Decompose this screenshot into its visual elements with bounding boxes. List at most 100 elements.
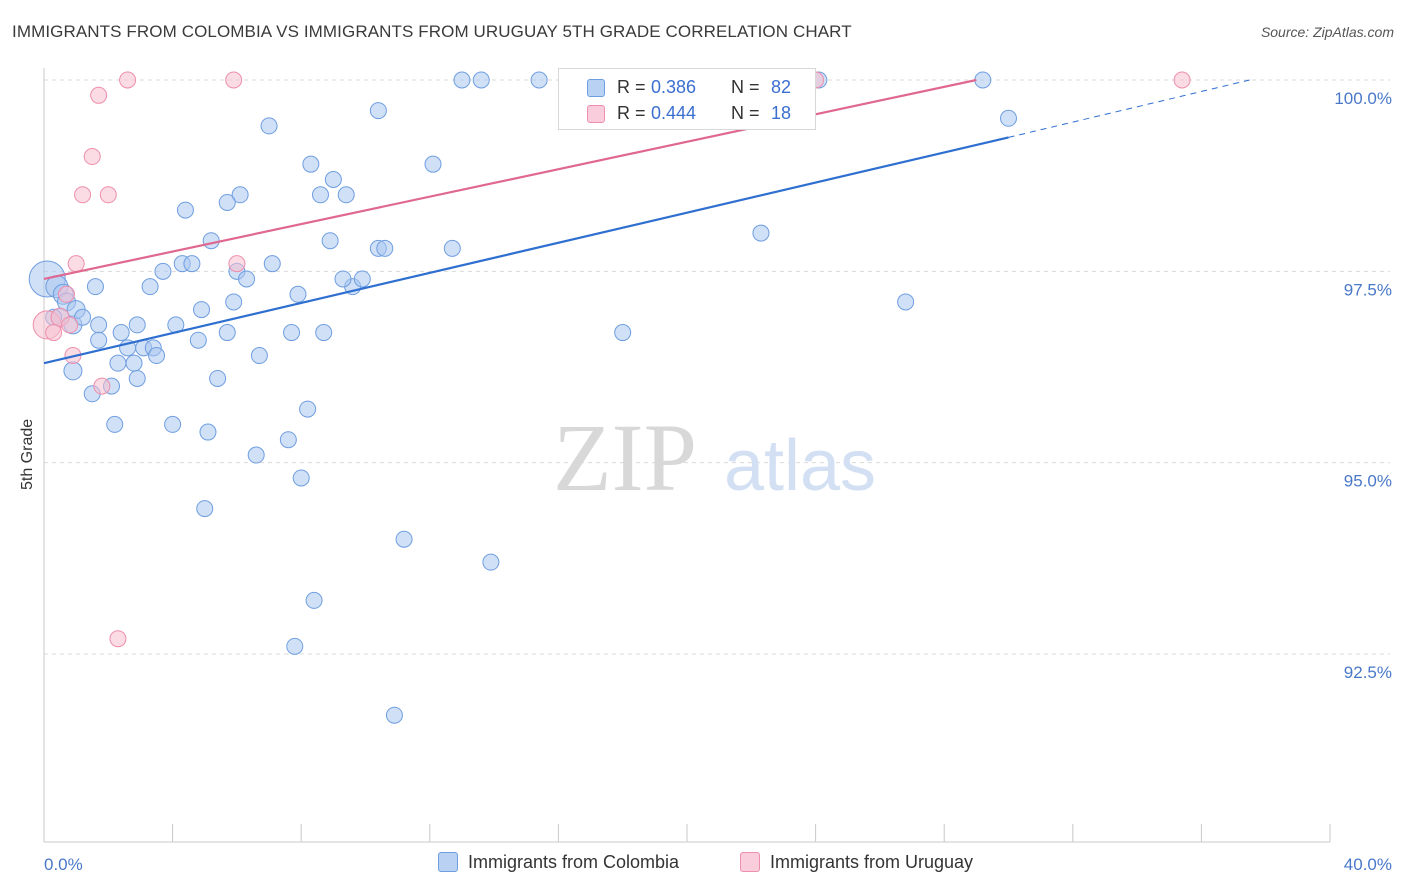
uruguay-point bbox=[58, 285, 76, 303]
colombia-point bbox=[299, 400, 317, 418]
colombia-trend-line bbox=[43, 136, 1009, 365]
colombia-point bbox=[90, 316, 108, 334]
watermark-zip: ZIP bbox=[553, 404, 697, 511]
y-tick-label: 95.0% bbox=[1344, 472, 1392, 491]
colombia-point bbox=[148, 347, 166, 365]
colombia-point bbox=[530, 71, 548, 89]
colombia-swatch bbox=[587, 79, 605, 97]
colombia-point bbox=[189, 331, 207, 349]
colombia-point bbox=[311, 186, 329, 204]
colombia-point bbox=[292, 469, 310, 487]
colombia-point bbox=[141, 278, 159, 296]
colombia-point bbox=[106, 415, 124, 433]
colombia-point bbox=[752, 224, 770, 242]
colombia-point bbox=[302, 155, 320, 173]
colombia-point bbox=[196, 500, 214, 518]
legend-r-label: R = bbox=[617, 77, 646, 97]
x-tick-label: 0.0% bbox=[44, 855, 83, 874]
colombia-point bbox=[202, 232, 220, 250]
colombia-point bbox=[247, 446, 265, 464]
uruguay-point bbox=[83, 148, 101, 166]
legend-label-colombia: Immigrants from Colombia bbox=[468, 852, 680, 872]
colombia-point bbox=[424, 155, 442, 173]
colombia-point bbox=[109, 354, 127, 372]
legend-n-label: N = bbox=[731, 103, 760, 123]
y-tick-label: 97.5% bbox=[1344, 280, 1392, 299]
y-tick-label: 100.0% bbox=[1334, 89, 1392, 108]
gridlines bbox=[44, 79, 1390, 655]
colombia-point bbox=[86, 278, 104, 296]
colombia-point bbox=[260, 117, 278, 135]
colombia-point bbox=[385, 706, 403, 724]
colombia-point bbox=[128, 316, 146, 334]
colombia-point bbox=[231, 186, 249, 204]
y-tick-label: 92.5% bbox=[1344, 663, 1392, 682]
colombia-point bbox=[164, 415, 182, 433]
colombia-point bbox=[286, 637, 304, 655]
source-label: Source: ZipAtlas.com bbox=[1260, 24, 1394, 40]
uruguay-point bbox=[45, 324, 63, 342]
legend-n-label: N = bbox=[731, 77, 760, 97]
colombia-point bbox=[263, 255, 281, 273]
colombia-point bbox=[974, 71, 992, 89]
colombia-point bbox=[453, 71, 471, 89]
trend-lines bbox=[43, 78, 1250, 365]
colombia-point bbox=[1000, 109, 1017, 127]
colombia-point bbox=[225, 293, 243, 311]
colombia-point bbox=[353, 270, 371, 288]
legend-n-value: 82 bbox=[771, 77, 792, 97]
uruguay-point bbox=[90, 86, 108, 104]
colombia-point bbox=[250, 347, 268, 365]
colombia-point bbox=[90, 331, 108, 349]
colombia-point bbox=[74, 308, 92, 326]
colombia-point bbox=[395, 530, 413, 548]
uruguay-point bbox=[93, 377, 111, 395]
colombia-point bbox=[63, 361, 83, 381]
uruguay-point bbox=[74, 186, 92, 204]
colombia-point bbox=[315, 324, 333, 342]
uruguay-swatch bbox=[587, 105, 605, 123]
colombia-point bbox=[472, 71, 490, 89]
legend-r-label: R = bbox=[617, 103, 646, 123]
uruguay-point bbox=[67, 255, 85, 273]
colombia-point bbox=[305, 591, 323, 609]
correlation-legend: R = 0.386 N = 82 R = 0.444 N = 18 bbox=[558, 68, 816, 130]
uruguay-point bbox=[1173, 71, 1191, 89]
uruguay-point bbox=[225, 71, 243, 89]
colombia-point bbox=[482, 553, 500, 571]
colombia-swatch bbox=[438, 852, 458, 872]
uruguay-point bbox=[119, 71, 137, 89]
colombia-point bbox=[218, 193, 236, 211]
colombia-point bbox=[337, 186, 355, 204]
colombia-point bbox=[176, 201, 194, 219]
colombia-point bbox=[199, 423, 217, 441]
colombia-point bbox=[321, 232, 339, 250]
colombia-point bbox=[125, 354, 143, 372]
colombia-point bbox=[289, 285, 307, 303]
colombia-point bbox=[154, 262, 172, 280]
colombia-point bbox=[614, 324, 632, 342]
bottom-legend-colombia: Immigrants from Colombia bbox=[438, 852, 679, 873]
legend-n-value: 18 bbox=[771, 103, 792, 123]
colombia-point bbox=[283, 324, 301, 342]
uruguay-swatch bbox=[740, 852, 760, 872]
uruguay-point bbox=[61, 316, 79, 334]
colombia-point bbox=[443, 239, 461, 257]
uruguay-point bbox=[228, 255, 246, 273]
colombia-point bbox=[376, 239, 394, 257]
colombia-point bbox=[897, 293, 915, 311]
colombia-point bbox=[183, 255, 201, 273]
colombia-point bbox=[324, 170, 342, 188]
x-tick-label: 40.0% bbox=[1344, 855, 1392, 874]
legend-r-value: 0.386 bbox=[651, 77, 697, 97]
chart-title: IMMIGRANTS FROM COLOMBIA VS IMMIGRANTS F… bbox=[12, 22, 852, 41]
colombia-point bbox=[193, 301, 211, 319]
colombia-point bbox=[334, 270, 352, 288]
legend-r-value: 0.444 bbox=[651, 103, 697, 123]
axes bbox=[43, 68, 1331, 843]
uruguay-point bbox=[109, 630, 127, 648]
legend-label-uruguay: Immigrants from Uruguay bbox=[770, 852, 974, 872]
uruguay-point bbox=[99, 186, 117, 204]
colombia-point bbox=[209, 369, 227, 387]
